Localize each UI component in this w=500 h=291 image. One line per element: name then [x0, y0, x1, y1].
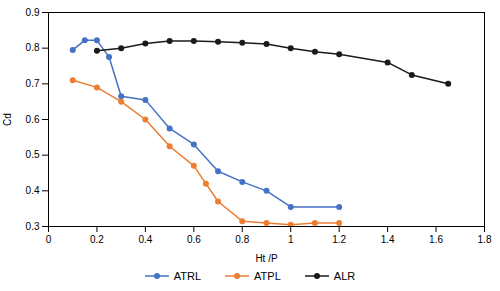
- svg-text:0: 0: [46, 234, 52, 245]
- svg-text:1.4: 1.4: [381, 234, 395, 245]
- svg-text:0.5: 0.5: [26, 149, 40, 160]
- svg-text:0.2: 0.2: [90, 234, 104, 245]
- svg-text:1: 1: [288, 234, 294, 245]
- html-text:ALR: ALR: [333, 270, 356, 282]
- svg-text:1.8: 1.8: [478, 234, 492, 245]
- svg-text:0.4: 0.4: [138, 234, 152, 245]
- html-text:ATPL: ATPL: [254, 270, 281, 282]
- svg-text:1.6: 1.6: [429, 234, 443, 245]
- svg-text:1.2: 1.2: [332, 234, 346, 245]
- svg-text:0.3: 0.3: [26, 221, 40, 232]
- html-text:ATRL: ATRL: [173, 270, 202, 282]
- svg-text:Cd: Cd: [2, 113, 13, 126]
- svg-text:Ht /P: Ht /P: [255, 253, 278, 264]
- svg-text:0.7: 0.7: [26, 78, 40, 89]
- svg-text:0.4: 0.4: [26, 185, 40, 196]
- svg-text:0.6: 0.6: [26, 114, 40, 125]
- svg-text:0.8: 0.8: [26, 42, 40, 53]
- svg-text:0.9: 0.9: [26, 7, 40, 18]
- svg-text:0.6: 0.6: [187, 234, 201, 245]
- svg-text:0.8: 0.8: [235, 234, 249, 245]
